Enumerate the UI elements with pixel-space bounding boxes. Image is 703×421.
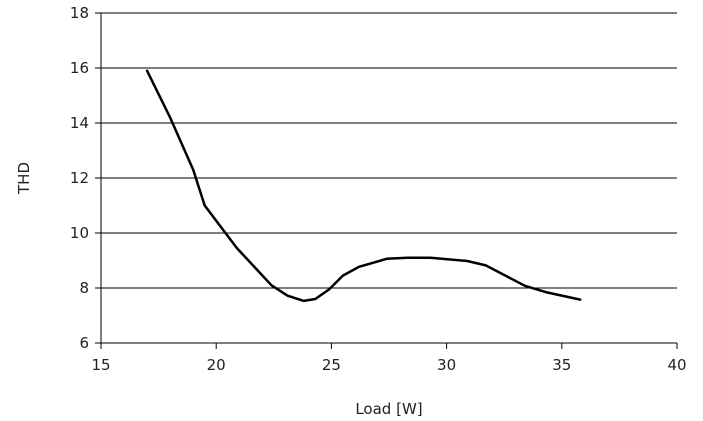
y-tick-label: 12: [70, 169, 89, 187]
x-axis-label: Load [W]: [355, 400, 422, 418]
tick-labels: 6 8 10 12 14 16 18 15 20 25 30 35 40: [70, 4, 687, 374]
x-tick-label: 25: [322, 356, 341, 374]
series-line: [145, 69, 582, 303]
y-tick-label: 6: [79, 334, 89, 352]
grid-lines: [101, 12, 677, 289]
y-tick-label: 16: [70, 59, 89, 77]
y-tick-label: 8: [79, 279, 89, 297]
x-tick-label: 30: [437, 356, 456, 374]
y-tick-label: 10: [70, 224, 89, 242]
tick-marks: [95, 12, 678, 349]
series-group: [145, 69, 582, 303]
x-tick-label: 40: [667, 356, 686, 374]
x-tick-label: 35: [552, 356, 571, 374]
x-tick-label: 20: [207, 356, 226, 374]
y-tick-label: 18: [70, 4, 89, 22]
y-axis-label: THD: [15, 162, 33, 195]
x-tick-label: 15: [91, 356, 110, 374]
y-tick-label: 14: [70, 114, 89, 132]
